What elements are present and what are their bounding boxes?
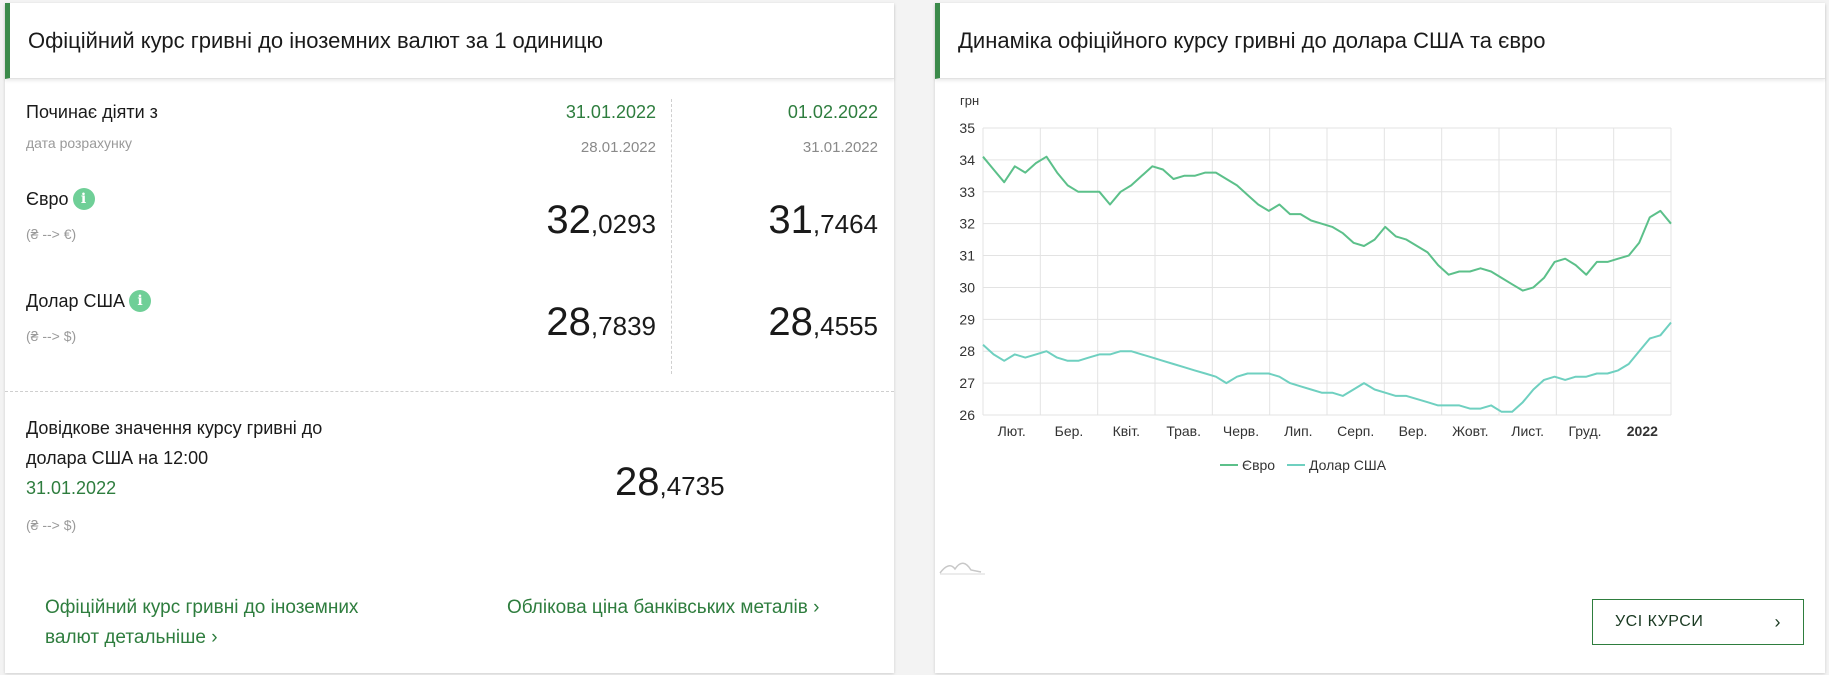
- official-rates-title: Офіційний курс гривні до іноземних валют…: [28, 27, 603, 53]
- col1-date: 31.01.2022: [565, 102, 656, 122]
- chevron-right-icon: ›: [211, 627, 218, 648]
- legend-label: Долар США: [1309, 457, 1387, 473]
- y-tick-label: 26: [959, 407, 975, 423]
- y-tick-label: 31: [959, 248, 975, 264]
- x-axis: Лют. Бер. Квіт. Трав. Черв. Лип. Серп. Вер. Жовт…: [998, 423, 1659, 439]
- y-tick-label: 32: [959, 216, 975, 232]
- x-tick-label: 2022: [1627, 423, 1658, 439]
- range-navigator-icon[interactable]: [939, 562, 985, 575]
- x-tick-label: Черв.: [1223, 423, 1259, 439]
- column-divider: [671, 99, 672, 374]
- info-icon[interactable]: i: [72, 188, 95, 210]
- chevron-right-icon: ›: [1774, 612, 1781, 632]
- euro-rate-col1: 32,0293: [546, 198, 656, 242]
- reference-date: 31.01.2022: [26, 478, 117, 498]
- official-rates-header: Офіційний курс гривні до іноземних валют…: [5, 3, 894, 79]
- rates-line-chart: грн 26 27 28 29 30 31 32 33 34 35 Лют. Бер. Квіт. Тр…: [939, 93, 1672, 575]
- x-tick-label: Квіт.: [1113, 423, 1140, 439]
- chart-grid: [982, 127, 1672, 416]
- rates-dynamics-title: Динаміка офіційного курсу гривні до дола…: [958, 27, 1546, 53]
- y-tick-label: 28: [959, 343, 975, 359]
- col2-calc-date: 31.01.2022: [802, 139, 878, 156]
- x-tick-label: Груд.: [1568, 423, 1601, 439]
- detailed-rates-link[interactable]: Офіційний курс гривні до іноземних валют…: [45, 597, 359, 648]
- usd-row-label: Долар США i: [26, 290, 152, 312]
- euro-direction: (₴ --> €): [26, 226, 77, 242]
- rates-dynamics-header: Динаміка офіційного курсу гривні до дола…: [935, 3, 1825, 79]
- usd-direction: (₴ --> $): [26, 328, 77, 344]
- rates-dynamics-card: Динаміка офіційного курсу гривні до дола…: [935, 3, 1825, 673]
- y-tick-label: 30: [959, 279, 975, 295]
- x-tick-label: Бер.: [1055, 423, 1084, 439]
- euro-row-label: Євро i: [26, 188, 95, 210]
- y-tick-label: 33: [959, 184, 975, 200]
- series-line-1: [982, 321, 1672, 413]
- x-tick-label: Лип.: [1284, 423, 1312, 439]
- usd-rate-col1: 28,7839: [546, 300, 656, 344]
- euro-name: Євро: [26, 189, 69, 209]
- col1-calc-date: 28.01.2022: [580, 139, 656, 156]
- metals-price-link[interactable]: Облікова ціна банківських металів ›: [507, 597, 820, 618]
- official-rates-card: Офіційний курс гривні до іноземних валют…: [5, 3, 894, 673]
- x-tick-label: Серп.: [1337, 423, 1374, 439]
- reference-rate: 28,4735: [615, 460, 725, 504]
- calc-date-label: дата розрахунку: [26, 135, 132, 151]
- reference-line2: долара США на 12:00: [26, 448, 209, 468]
- chart-series: [982, 155, 1672, 413]
- reference-direction: (₴ --> $): [26, 517, 77, 533]
- section-divider: [5, 391, 894, 392]
- reference-line1: Довідкове значення курсу гривні до: [26, 418, 323, 438]
- info-icon[interactable]: i: [129, 290, 152, 312]
- euro-rate-col2: 31,7464: [768, 198, 878, 242]
- x-tick-label: Вер.: [1399, 423, 1428, 439]
- x-tick-label: Трав.: [1166, 423, 1201, 439]
- usd-rate-col2: 28,4555: [768, 300, 878, 344]
- starts-label: Починає діяти з: [26, 102, 158, 122]
- chart-legend: Євро Долар США: [1220, 457, 1387, 473]
- y-tick-label: 34: [959, 152, 975, 168]
- y-tick-label: 29: [959, 311, 975, 327]
- y-axis-title: грн: [960, 93, 979, 108]
- y-tick-label: 27: [959, 375, 975, 391]
- all-rates-button[interactable]: УСІ КУРСИ ›: [1592, 599, 1804, 645]
- series-line-0: [982, 155, 1672, 292]
- x-tick-label: Лют.: [998, 423, 1026, 439]
- y-tick-label: 35: [959, 120, 975, 136]
- usd-name: Долар США: [26, 291, 126, 311]
- chevron-right-icon: ›: [813, 597, 820, 618]
- x-tick-label: Жовт.: [1452, 423, 1488, 439]
- y-axis: 26 27 28 29 30 31 32 33 34 35: [959, 120, 975, 423]
- legend-label: Євро: [1242, 457, 1275, 473]
- col2-date: 01.02.2022: [787, 102, 878, 122]
- x-tick-label: Лист.: [1511, 423, 1544, 439]
